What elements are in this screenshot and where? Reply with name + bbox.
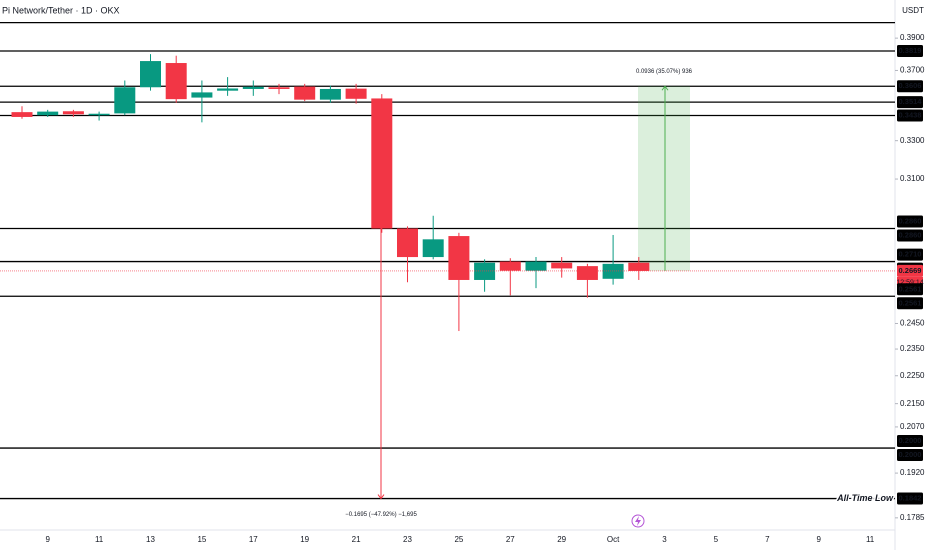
price-tag	[897, 215, 923, 228]
measure-box	[638, 86, 690, 271]
x-tick-label: 19	[300, 535, 309, 544]
price-tag	[897, 264, 923, 277]
price-tag	[897, 283, 923, 296]
candle-body	[397, 228, 418, 258]
y-tick-label: 0.3100	[900, 174, 925, 183]
x-tick-label: 7	[765, 535, 770, 544]
price-tag	[897, 45, 923, 58]
y-tick-label: 0.2450	[900, 319, 925, 328]
candle-body	[217, 88, 239, 91]
candle-body	[165, 63, 187, 100]
price-tag-label: 0.3606	[899, 81, 922, 90]
x-tick-label: 9	[45, 535, 50, 544]
y-tick-label: 0.3300	[900, 136, 925, 145]
candle-body	[345, 88, 367, 99]
candle-body	[37, 111, 59, 116]
y-tick-label: 0.2150	[900, 399, 925, 408]
y-tick-label: 0.2350	[900, 344, 925, 353]
measure-arrow-head	[377, 494, 385, 500]
price-tag-label: 0.2710	[899, 250, 922, 259]
measure-label: −0.1695 (−47.92%) −1,695	[345, 512, 417, 518]
x-tick-label: 23	[403, 535, 412, 544]
candle-body	[114, 87, 136, 114]
price-tag	[897, 248, 923, 261]
price-tag	[897, 435, 923, 448]
price-tag-label: 0.2561	[899, 298, 922, 307]
candle-body	[191, 92, 213, 98]
price-tag-label: 0.2000	[899, 450, 922, 459]
price-tag-label: 0.2561	[899, 284, 922, 293]
candle-body	[371, 98, 393, 229]
candle-body	[11, 112, 33, 117]
price-tag-label: 0.3819	[899, 46, 922, 55]
candle-body	[88, 113, 110, 116]
price-tag	[897, 492, 923, 505]
candle-body	[62, 111, 84, 115]
x-tick-label: 13	[146, 535, 155, 544]
x-tick-label: 5	[714, 535, 719, 544]
candle-body	[602, 263, 624, 279]
x-tick-label: 17	[249, 535, 258, 544]
candle-body	[576, 266, 598, 280]
x-tick-label: 27	[506, 535, 515, 544]
x-tick-label: 11	[95, 535, 104, 544]
candle-body	[628, 262, 650, 271]
x-tick-label: 3	[662, 535, 667, 544]
price-tag	[897, 297, 923, 310]
countdown-tag	[897, 276, 923, 288]
candle-body	[242, 86, 264, 89]
y-tick-label: 0.1785	[900, 513, 925, 522]
x-tick-label: Oct	[607, 535, 620, 544]
x-tick-label: 11	[866, 535, 875, 544]
candle-body	[551, 262, 573, 269]
price-tag	[897, 449, 923, 462]
chart-title: Pi Network/Tether · 1D · OKX	[2, 5, 120, 15]
candle-body	[525, 261, 547, 271]
candle-body	[140, 61, 161, 88]
price-tag-label: 0.2000	[899, 436, 922, 445]
price-tag-label: 0.3514	[899, 97, 923, 106]
candle-body	[474, 262, 496, 280]
candle-body	[448, 236, 470, 280]
price-tag	[897, 80, 923, 93]
price-tag-label: 0.3438	[899, 111, 922, 120]
price-tag-label: 0.1842	[899, 494, 922, 503]
x-tick-label: 21	[352, 535, 361, 544]
y-tick-label: 0.1920	[900, 468, 925, 477]
y-tick-label: 0.2250	[900, 371, 925, 380]
y-tick-label: 0.3900	[900, 33, 925, 42]
price-tag-label: 0.2669	[899, 266, 922, 275]
price-tag-label: 0.2860	[899, 230, 922, 239]
countdown-label: 12:59:14	[896, 279, 923, 286]
candle-body	[294, 86, 316, 100]
candle-body	[319, 88, 341, 100]
y-tick-label: 0.2070	[900, 422, 925, 431]
event-bolt[interactable]	[635, 516, 641, 526]
currency-label: USDT	[902, 6, 924, 15]
measure-arrow-head	[661, 85, 669, 91]
candle-body	[268, 87, 290, 89]
x-tick-label: 15	[197, 535, 206, 544]
event-icon[interactable]	[631, 514, 645, 528]
x-tick-label: 9	[816, 535, 821, 544]
price-tag	[897, 229, 923, 242]
price-tag-label: 0.2860	[899, 216, 922, 225]
x-tick-label: 29	[557, 535, 566, 544]
x-tick-label: 25	[454, 535, 463, 544]
price-tag	[897, 109, 923, 122]
candle-body	[422, 239, 444, 258]
measure-label: 0.0936 (35.07%) 936	[636, 69, 693, 75]
candle-body	[499, 261, 521, 271]
y-tick-label: 0.3700	[900, 66, 925, 75]
annotation: All-Time Low	[836, 493, 894, 503]
price-tag	[897, 96, 923, 109]
